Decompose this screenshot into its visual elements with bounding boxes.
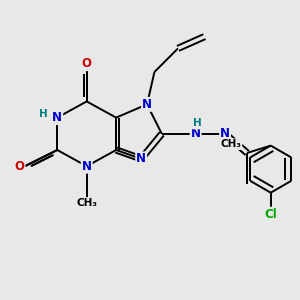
Text: CH₃: CH₃: [76, 198, 97, 208]
Text: N: N: [190, 127, 201, 140]
Text: N: N: [142, 98, 152, 111]
Text: Cl: Cl: [264, 208, 277, 221]
Text: N: N: [82, 160, 92, 173]
Text: CH₃: CH₃: [220, 139, 242, 149]
Text: N: N: [220, 127, 230, 140]
Text: O: O: [82, 57, 92, 70]
Text: N: N: [52, 111, 62, 124]
Text: O: O: [15, 160, 25, 173]
Text: H: H: [39, 109, 47, 119]
Text: N: N: [136, 152, 146, 165]
Text: H: H: [193, 118, 202, 128]
